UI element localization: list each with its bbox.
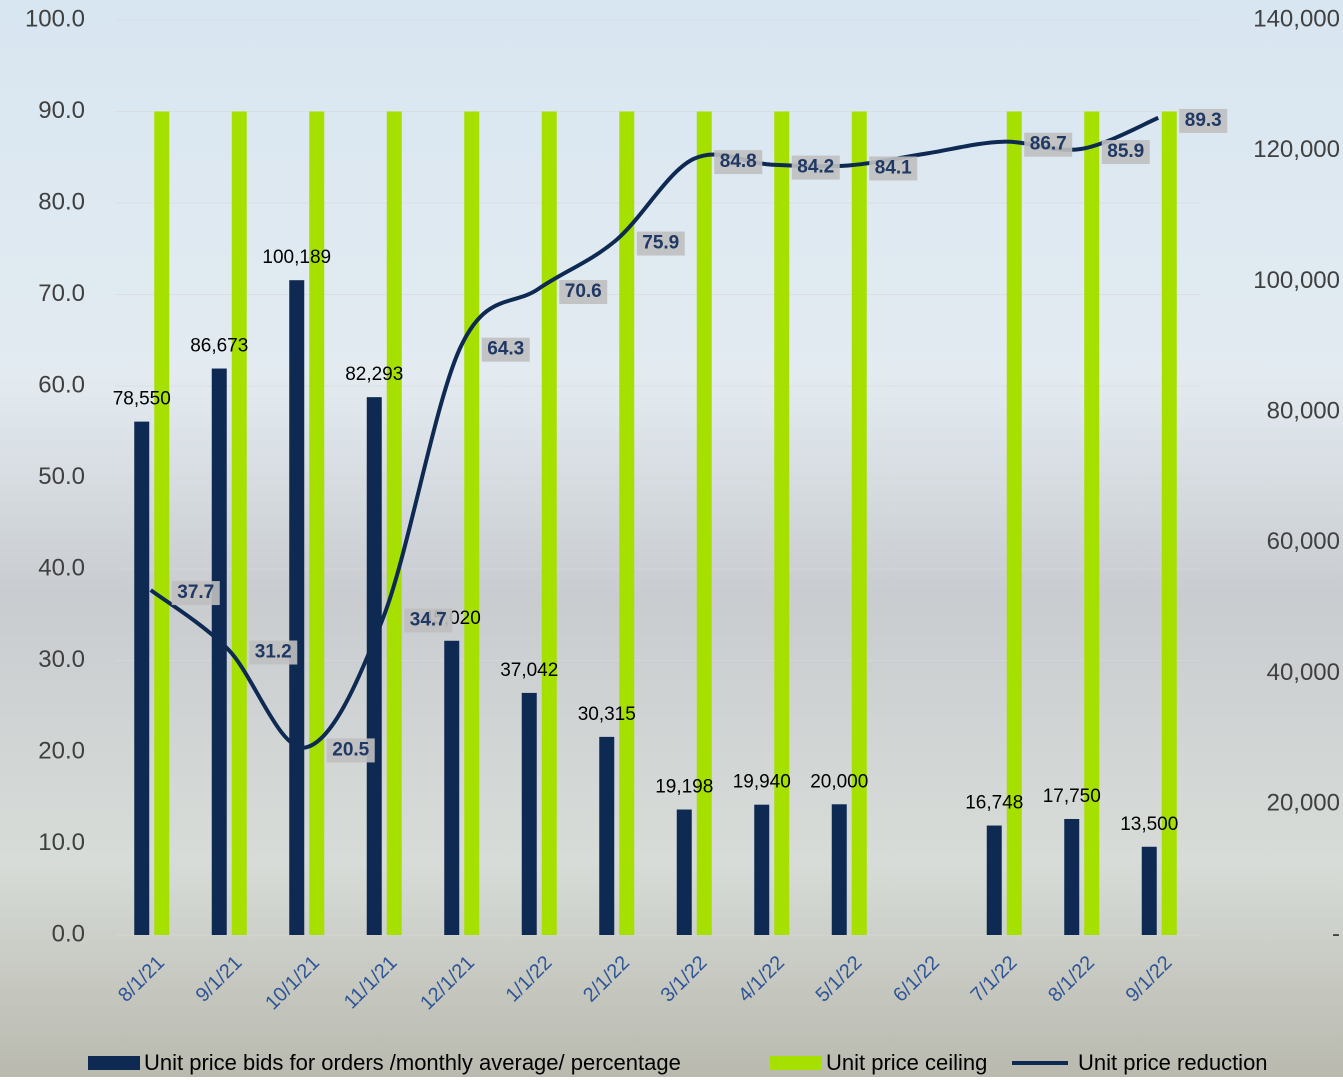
line-value-label: 37.7 [177,582,214,603]
bar [386,111,402,935]
bar [1084,111,1100,935]
bar [1006,111,1022,935]
y-tick-label: 80.0 [38,188,85,215]
bar [309,111,325,935]
bar [289,280,305,935]
y-tick-label: 50.0 [38,463,85,490]
y-tick-label: 60.0 [38,371,85,398]
legend-swatch [770,1056,822,1070]
line-value-label: 86.7 [1030,134,1067,155]
legend-swatch [88,1056,140,1070]
line-value-label: 85.9 [1107,141,1144,162]
bar-value-label: 78,550 [113,389,171,410]
line-label-box [1101,140,1150,165]
bar-value-label: 82,293 [345,364,403,385]
line-label-box [869,156,918,181]
bar [1141,846,1157,935]
bar [211,368,227,935]
bar-value-label: 86,673 [190,336,248,357]
bar-value-label: 37,042 [500,660,558,681]
bar [986,825,1002,935]
line-label-box [1024,132,1073,157]
line-value-label: 20.5 [332,739,369,760]
line-label-box [1179,108,1228,133]
bar [1064,818,1080,935]
y2-tick-label: 80,000 [1267,397,1340,424]
line-value-label: 75.9 [642,233,679,254]
bar-value-label: 16,748 [965,793,1023,814]
bar [366,397,382,935]
line-label-box [791,155,840,180]
line [149,116,1160,750]
y2-tick-label: 40,000 [1267,659,1340,686]
y2-tick-label: - [1332,920,1340,947]
bar-value-label: 19,940 [733,772,791,793]
bar-value-label: 13,500 [1120,814,1178,835]
legend-label: Unit price bids for orders /monthly aver… [144,1050,681,1075]
line-label-box [249,640,298,665]
line-label-box [326,738,375,763]
line-label-box [171,581,220,606]
line-value-label: 64.3 [487,339,524,360]
bar [444,640,460,935]
bar-value-label: 19,198 [655,777,713,798]
bar [831,804,847,935]
bar [521,692,537,935]
bar-value-label: 20,000 [810,771,868,792]
y-tick-label: 20.0 [38,737,85,764]
y-tick-label: 70.0 [38,280,85,307]
y-tick-label: 100.0 [25,5,85,32]
bar [696,111,712,935]
y-tick-label: 10.0 [38,829,85,856]
line-label-box [714,150,763,175]
line-label-box [481,337,530,362]
y2-tick-label: 20,000 [1267,790,1340,817]
line-value-label: 84.8 [720,151,757,172]
y-tick-label: 40.0 [38,554,85,581]
bar [851,111,867,935]
line-value-label: 34.7 [410,610,447,631]
y2-tick-label: 140,000 [1253,5,1340,32]
legend-label: Unit price ceiling [826,1050,987,1075]
bar-value-label: 17,750 [1043,786,1101,807]
bar [134,421,150,935]
bar [464,111,480,935]
y2-tick-label: 60,000 [1267,528,1340,555]
bar [541,111,557,935]
bar [1161,111,1177,935]
bar [774,111,790,935]
bar-value-label: 30,315 [578,704,636,725]
y2-tick-label: 100,000 [1253,267,1340,294]
line-label-box [636,231,685,256]
bar [619,111,635,935]
line-value-label: 89.3 [1185,110,1222,131]
bar [231,111,247,935]
bar [154,111,170,935]
line-value-label: 84.1 [875,158,912,179]
line-value-label: 70.6 [565,281,602,302]
line-value-label: 31.2 [255,642,292,663]
y-tick-label: 30.0 [38,646,85,673]
legend-label: Unit price reduction [1078,1050,1268,1075]
bar [676,809,692,935]
bar-value-label: 100,189 [262,247,331,268]
line-label-box [559,280,608,305]
bar [599,736,615,935]
bar [754,804,770,935]
line-label-box [404,608,453,633]
y2-tick-label: 120,000 [1253,136,1340,163]
y-tick-label: 90.0 [38,97,85,124]
y-tick-label: 0.0 [52,920,85,947]
line-value-label: 84.2 [797,157,834,178]
